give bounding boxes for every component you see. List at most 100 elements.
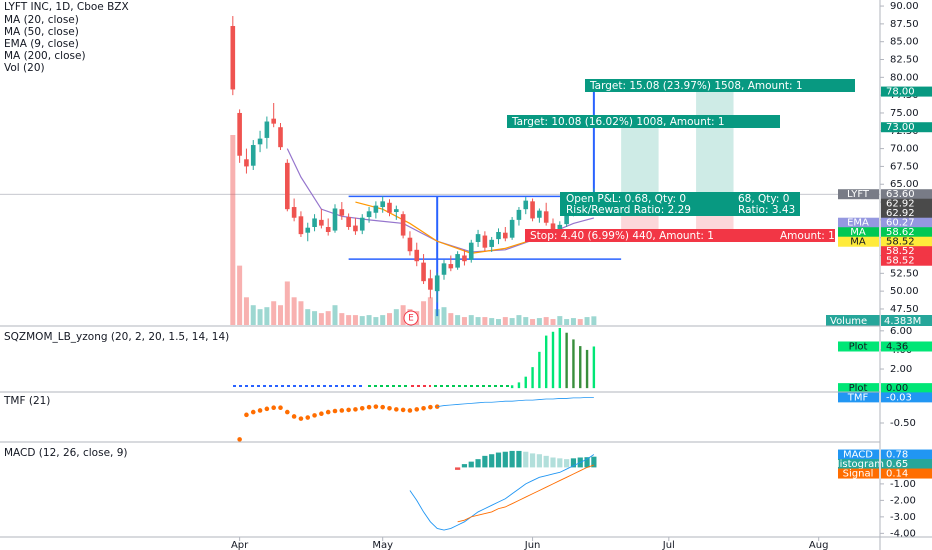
volume-bar (359, 316, 365, 325)
price-label-box (881, 255, 932, 266)
volume-bar (400, 305, 406, 325)
volume-bar (550, 319, 556, 325)
price-label: 4.36 (886, 341, 908, 352)
price-label-box (881, 468, 932, 479)
price-label: 58.52 (886, 246, 915, 257)
price-name: Histogram (832, 459, 884, 470)
volume-bar (230, 135, 236, 325)
tmf-dot (278, 405, 283, 411)
momentum-bar (579, 346, 582, 389)
tmf-dot (366, 404, 372, 410)
tmf-dot (291, 414, 297, 419)
candle-body (394, 209, 399, 213)
volume-bar (577, 319, 583, 325)
candle-body (468, 242, 474, 260)
legend-item: EMA (9, close) (4, 38, 79, 50)
volume-bar (441, 307, 447, 325)
annotation: Stop: 4.40 (6.99%) 440, Amount: 1 (530, 230, 714, 242)
histogram-bar (516, 450, 522, 468)
tmf-dot (257, 408, 263, 413)
annotation: Ratio: 3.43 (738, 204, 795, 216)
price-name-box (838, 449, 879, 460)
price-label: 0.14 (886, 469, 908, 480)
tmf-dot (305, 415, 311, 420)
volume-bar (489, 318, 495, 325)
momentum-bar (531, 367, 534, 389)
momentum-bar (565, 332, 568, 389)
annotation-box (507, 115, 780, 128)
price-label: -0.03 (886, 392, 912, 403)
candle-body (496, 231, 501, 240)
momentum-bar (585, 349, 589, 389)
candle-body (278, 127, 283, 148)
price-label: 78.00 (886, 87, 915, 98)
tmf-dot (394, 407, 399, 412)
tmf-dot (332, 408, 338, 414)
candle-body (509, 219, 515, 238)
tmf-dot (325, 409, 331, 415)
price-name-box (838, 468, 879, 479)
volume-bar (475, 317, 481, 325)
candle-body (298, 216, 304, 235)
y-tick-label: 75.00 (890, 108, 919, 119)
price-name-box (838, 383, 879, 394)
candle-body (339, 209, 345, 216)
price-label: 62.92 (886, 208, 915, 219)
y-tick-label: -3.00 (890, 512, 916, 523)
volume-bar (380, 315, 386, 325)
momentum-bar (538, 351, 541, 389)
histogram-bar (564, 459, 570, 468)
candle-body (400, 214, 406, 236)
chart-title: LYFT INC, 1D, Cboe BZX (4, 1, 129, 13)
volume-bar (482, 317, 488, 325)
volume-name: Volume (830, 316, 867, 327)
volume-bar (291, 297, 297, 325)
candle-body (332, 208, 338, 231)
volume-bar (387, 313, 392, 325)
candle-body (543, 211, 549, 223)
histogram-bar (529, 453, 536, 468)
y-tick-label: 52.50 (890, 268, 919, 279)
volume-tag (826, 315, 880, 326)
price-label-box (881, 198, 932, 209)
candle-body (407, 237, 413, 252)
tmf-dot (353, 407, 358, 412)
histogram-bar (455, 467, 461, 470)
volume-bar (591, 316, 597, 325)
tmf-dot (271, 405, 276, 411)
x-tick-label: Jul (662, 540, 675, 550)
histogram-bar (489, 454, 495, 468)
price-label-box (881, 217, 932, 228)
momentum-bar (517, 382, 521, 389)
histogram-bar (509, 450, 515, 468)
price-label-box (881, 392, 932, 403)
y-tick-label: 6.00 (890, 326, 912, 337)
price-name: MACD (843, 450, 873, 461)
volume-bar (468, 315, 474, 325)
y-tick-label: -4.00 (890, 528, 916, 539)
volume-bar (264, 307, 270, 325)
candle-body (428, 278, 433, 290)
volume-value-box (881, 315, 932, 326)
price-name-box (838, 392, 879, 403)
x-tick-label: Jun (524, 540, 541, 550)
candle-body (537, 210, 542, 218)
candle-body (257, 138, 263, 145)
histogram-bar (543, 455, 549, 468)
annotation: Open P&L: 0.68, Qty: 0 (566, 193, 686, 205)
volume-bar (523, 317, 529, 325)
y-tick-label: 2.00 (890, 364, 912, 375)
histogram-bar (591, 456, 597, 468)
candle-body (421, 262, 426, 282)
x-tick-label: Apr (231, 540, 249, 550)
volume-bar (271, 301, 277, 325)
candle-body (353, 225, 358, 232)
volume-bar (318, 313, 324, 325)
tmf-dot (264, 406, 270, 412)
y-tick-label: 50.00 (890, 286, 919, 297)
candle-body (475, 234, 481, 242)
tmf-dot (244, 412, 249, 418)
price-label: 60.27 (886, 218, 915, 229)
candle-body (441, 263, 447, 275)
price-name: EMA (847, 218, 869, 229)
